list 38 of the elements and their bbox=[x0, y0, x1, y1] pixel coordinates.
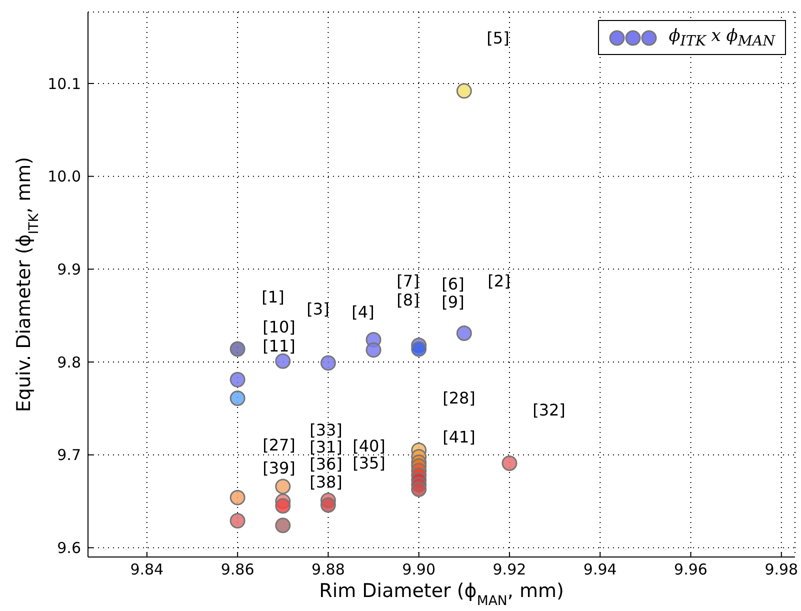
annotation: [41] bbox=[442, 428, 476, 446]
annotation: [7] bbox=[396, 272, 420, 290]
annotation: [36] bbox=[310, 454, 342, 474]
y-tick-label: 9.7 bbox=[57, 446, 81, 464]
y-tick-label: 9.9 bbox=[57, 260, 81, 279]
y-tick-label: 10.1 bbox=[48, 74, 81, 93]
annotation: [1] bbox=[262, 288, 284, 306]
x-tick-label: 9.86 bbox=[220, 560, 254, 579]
legend-label: ϕ$_{ITK}$ x ϕ$_{MAN}$ bbox=[668, 26, 775, 50]
annotation: [9] bbox=[442, 292, 464, 312]
x-tick-label: 9.92 bbox=[492, 560, 526, 579]
annotation: [27] bbox=[262, 436, 296, 454]
x-tick-label: 9.88 bbox=[311, 560, 345, 579]
annotation: [11] bbox=[262, 336, 296, 356]
x-tick-label: 9.94 bbox=[583, 560, 617, 579]
annotation: [8] bbox=[396, 290, 420, 310]
x-tick-label: 9.96 bbox=[674, 560, 708, 579]
annotation: [4] bbox=[352, 302, 374, 322]
y-tick-label: 10.0 bbox=[48, 168, 81, 186]
x-tick-label: 9.98 bbox=[764, 560, 798, 579]
x-axis-title: Rim Diameter (ϕ$_{MAN}$, mm) bbox=[319, 580, 564, 608]
annotation: [28] bbox=[442, 388, 476, 408]
annotation: [5] bbox=[486, 28, 510, 48]
annotation: [32] bbox=[532, 400, 566, 420]
annotation: [33] bbox=[310, 420, 342, 440]
annotation: [10] bbox=[262, 318, 296, 336]
y-tick-label: 9.6 bbox=[57, 539, 81, 558]
annotation: [2] bbox=[488, 272, 510, 290]
annotation: [3] bbox=[306, 300, 330, 318]
annotation: [38] bbox=[310, 472, 342, 492]
x-tick-label: 9.84 bbox=[130, 560, 164, 579]
x-tick-label: 9.90 bbox=[402, 560, 436, 579]
y-tick-label: 9.8 bbox=[57, 353, 81, 372]
annotation: [35] bbox=[352, 454, 386, 472]
annotation: [31] bbox=[310, 438, 342, 456]
annotation: [39] bbox=[262, 458, 296, 478]
annotation: [6] bbox=[442, 274, 464, 294]
annotation: [40] bbox=[352, 436, 386, 456]
